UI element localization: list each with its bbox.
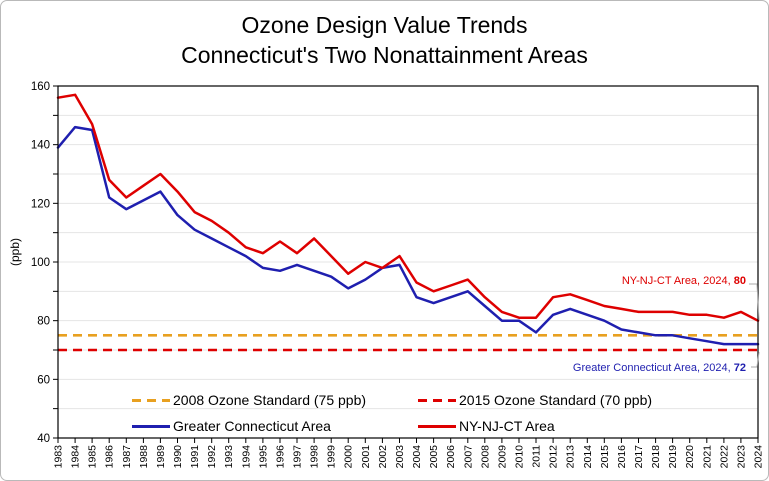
svg-text:2023: 2023 xyxy=(735,445,747,469)
svg-text:2012: 2012 xyxy=(548,445,560,469)
svg-text:1993: 1993 xyxy=(223,445,235,469)
svg-text:1997: 1997 xyxy=(292,445,304,469)
svg-text:2000: 2000 xyxy=(343,445,355,469)
legend-sample-ny-nj-ct-line xyxy=(418,424,456,428)
annotation-greater-ct-2024: Greater Connecticut Area, 2024, 72 xyxy=(573,362,746,374)
svg-text:1988: 1988 xyxy=(138,445,150,469)
svg-text:120: 120 xyxy=(31,198,50,210)
chart-title: Ozone Design Value Trends Connecticut's … xyxy=(1,10,768,70)
annotation-greater-ct-value: 72 xyxy=(733,362,746,374)
svg-text:2022: 2022 xyxy=(718,445,730,469)
legend-sample-2008-standard-dashed-line xyxy=(132,398,170,402)
svg-text:1990: 1990 xyxy=(172,445,184,469)
svg-text:2013: 2013 xyxy=(565,445,577,469)
svg-text:1983: 1983 xyxy=(53,445,65,469)
svg-text:40: 40 xyxy=(37,433,50,445)
svg-text:1999: 1999 xyxy=(326,445,338,469)
svg-text:2003: 2003 xyxy=(394,445,406,469)
legend-sample-2015-standard-dashed-line xyxy=(418,398,456,402)
svg-text:2021: 2021 xyxy=(701,445,713,469)
svg-text:2008: 2008 xyxy=(479,445,491,469)
svg-text:80: 80 xyxy=(37,316,50,328)
svg-text:1992: 1992 xyxy=(206,445,218,469)
legend-item-greater-ct: Greater Connecticut Area xyxy=(132,417,331,435)
svg-text:1998: 1998 xyxy=(309,445,321,469)
svg-text:2017: 2017 xyxy=(633,445,645,469)
svg-text:2001: 2001 xyxy=(360,445,372,469)
svg-text:1995: 1995 xyxy=(257,445,269,469)
annotation-greater-ct-text: Greater Connecticut Area, 2024, xyxy=(572,362,734,374)
svg-text:2015: 2015 xyxy=(599,445,611,469)
legend-item-ny-nj-ct: NY-NJ-CT Area xyxy=(418,417,555,435)
svg-text:60: 60 xyxy=(37,374,50,386)
svg-text:2006: 2006 xyxy=(445,445,457,469)
svg-text:1986: 1986 xyxy=(104,445,116,469)
svg-text:2009: 2009 xyxy=(496,445,508,469)
svg-text:2007: 2007 xyxy=(462,445,474,469)
svg-text:2019: 2019 xyxy=(667,445,679,469)
svg-text:2014: 2014 xyxy=(582,445,594,469)
legend-label-2008-standard: 2008 Ozone Standard (75 ppb) xyxy=(173,392,367,408)
svg-text:2010: 2010 xyxy=(514,445,526,469)
svg-text:1984: 1984 xyxy=(70,445,82,469)
legend-sample-greater-ct-line xyxy=(132,424,170,428)
svg-text:140: 140 xyxy=(31,140,50,152)
svg-text:1996: 1996 xyxy=(275,445,287,469)
svg-text:2024: 2024 xyxy=(753,445,765,469)
svg-text:100: 100 xyxy=(31,257,50,269)
svg-text:1989: 1989 xyxy=(155,445,167,469)
svg-text:2002: 2002 xyxy=(377,445,389,469)
legend-label-greater-ct: Greater Connecticut Area xyxy=(173,418,331,434)
svg-text:1994: 1994 xyxy=(240,445,252,469)
svg-text:160: 160 xyxy=(31,81,50,93)
svg-text:2016: 2016 xyxy=(616,445,628,469)
legend-label-2015-standard: 2015 Ozone Standard (70 ppb) xyxy=(459,392,653,408)
chart-title-line2: Connecticut's Two Nonattainment Areas xyxy=(181,42,588,68)
annotation-ny-nj-ct-text: NY-NJ-CT Area, 2024, xyxy=(621,275,734,287)
svg-text:1985: 1985 xyxy=(87,445,99,469)
svg-text:2018: 2018 xyxy=(650,445,662,469)
legend-item-2015-standard: 2015 Ozone Standard (70 ppb) xyxy=(418,391,652,409)
svg-text:2020: 2020 xyxy=(684,445,696,469)
legend-label-ny-nj-ct: NY-NJ-CT Area xyxy=(459,418,555,434)
annotation-ny-nj-ct-2024: NY-NJ-CT Area, 2024, 80 xyxy=(622,275,746,287)
svg-text:2004: 2004 xyxy=(411,445,423,469)
svg-text:1987: 1987 xyxy=(121,445,133,469)
svg-text:2005: 2005 xyxy=(428,445,440,469)
chart-title-line1: Ozone Design Value Trends xyxy=(241,12,528,38)
legend-item-2008-standard: 2008 Ozone Standard (75 ppb) xyxy=(132,391,366,409)
svg-text:1991: 1991 xyxy=(189,445,201,469)
svg-text:2011: 2011 xyxy=(531,445,543,468)
annotation-ny-nj-ct-value: 80 xyxy=(733,275,746,287)
